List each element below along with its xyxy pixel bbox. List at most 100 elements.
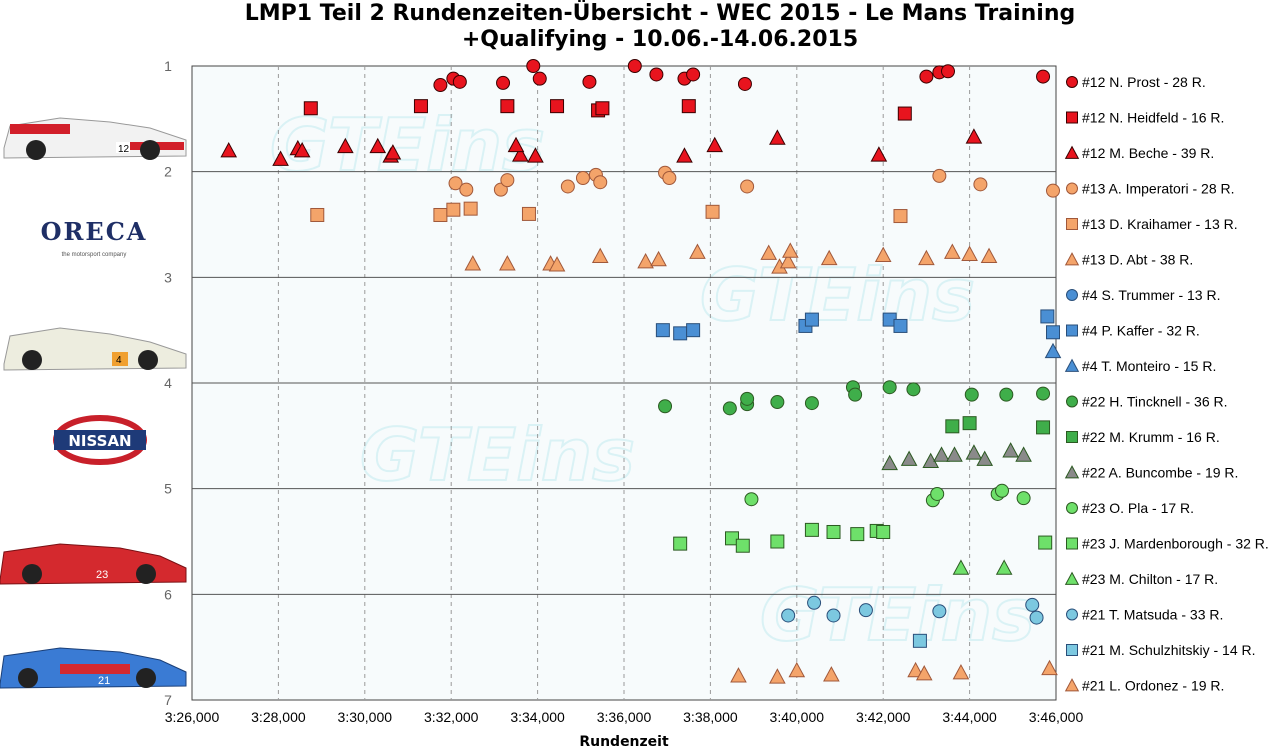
data-point <box>706 136 724 153</box>
rebellion-12-car-image: 12 <box>3 117 187 160</box>
legend-marker <box>1066 431 1078 443</box>
x-axis-label: Rundenzeit <box>579 734 669 750</box>
y-tick-label: 4 <box>164 375 172 391</box>
series-4 <box>310 201 908 224</box>
data-point <box>1038 535 1053 550</box>
y-tick-label: 3 <box>164 269 172 285</box>
series-11 <box>881 442 1032 471</box>
y-tick-label: 2 <box>164 164 172 180</box>
data-point <box>870 146 888 162</box>
data-point <box>1036 420 1051 435</box>
data-point <box>527 147 544 163</box>
chart-title-line1: LMP1 Teil 2 Rundenzeiten-Übersicht - WEC… <box>245 0 1075 26</box>
data-point <box>689 243 706 259</box>
data-point <box>650 250 667 267</box>
data-point <box>521 206 536 221</box>
nissan-logo: NISSAN <box>53 415 147 465</box>
legend-entry-label: #23 O. Pla - 17 R. <box>1082 500 1194 516</box>
car-12-number: 12 <box>118 144 130 155</box>
y-tick-label: 6 <box>164 586 172 602</box>
series-14 <box>952 559 1013 575</box>
car-23-number: 23 <box>96 569 108 581</box>
data-point <box>500 173 515 188</box>
data-point <box>500 99 515 114</box>
data-point <box>1041 659 1058 676</box>
legend-marker <box>1066 76 1078 88</box>
legend-entry-label: #4 S. Trummer - 13 R. <box>1082 287 1220 303</box>
data-point <box>946 446 963 462</box>
legend-marker <box>1066 111 1078 124</box>
data-point <box>995 559 1013 575</box>
data-point <box>737 76 752 91</box>
x-tick-label: 3:34,000 <box>510 709 565 725</box>
x-tick-label: 3:40,000 <box>770 709 825 725</box>
watermarks: GTEins GTEins GTEins GTEins <box>269 102 1036 658</box>
series-8 <box>1044 342 1062 359</box>
legend-marker <box>1066 289 1078 301</box>
data-point <box>673 536 688 551</box>
legend-entry-label: #23 M. Chilton - 17 R. <box>1082 571 1218 587</box>
x-tick-label: 3:32,000 <box>424 709 479 725</box>
data-point <box>918 249 935 266</box>
data-point <box>858 603 873 618</box>
data-point <box>897 106 912 121</box>
data-point <box>744 492 759 507</box>
data-point <box>448 176 463 191</box>
data-point <box>893 209 908 224</box>
data-point <box>779 252 797 269</box>
series-3 <box>448 165 1060 198</box>
data-point <box>662 171 677 186</box>
data-point <box>804 396 819 411</box>
legend-entry-label: #23 J. Mardenborough - 32 R. <box>1082 536 1269 552</box>
data-point <box>1044 342 1062 359</box>
data-point <box>770 534 785 549</box>
legend-entry-label: #13 D. Kraihamer - 13 R. <box>1082 216 1238 232</box>
series-12 <box>744 483 1031 508</box>
data-point <box>591 247 609 264</box>
data-point <box>464 255 482 271</box>
data-point <box>804 312 819 327</box>
data-point <box>973 177 988 192</box>
legend-entry-label: #12 M. Beche - 39 R. <box>1082 145 1214 161</box>
data-point <box>876 524 891 539</box>
data-point <box>850 527 865 542</box>
data-point <box>725 531 739 546</box>
data-point <box>933 446 950 462</box>
data-point <box>820 249 838 266</box>
legend-entry-label: #13 D. Abt - 38 R. <box>1082 252 1193 268</box>
data-point <box>655 323 670 338</box>
data-point <box>1029 610 1044 625</box>
data-point <box>499 255 516 271</box>
legend-entry-label: #13 A. Imperatori - 28 R. <box>1082 181 1235 197</box>
data-point <box>658 399 673 414</box>
data-point <box>976 450 994 466</box>
data-point <box>807 595 822 610</box>
legend-marker <box>1066 537 1078 550</box>
data-point <box>310 207 325 222</box>
data-point <box>782 242 799 258</box>
data-point <box>649 67 664 82</box>
data-point <box>1002 442 1019 458</box>
data-point <box>337 137 354 154</box>
data-point <box>1046 183 1060 198</box>
data-point <box>433 207 448 222</box>
legend-entry-label: #22 H. Tincknell - 36 R. <box>1082 394 1228 410</box>
data-point <box>686 323 701 338</box>
data-point <box>965 128 983 144</box>
data-point <box>848 387 863 402</box>
data-point <box>769 129 786 145</box>
data-point <box>507 136 525 153</box>
series-7 <box>655 309 1060 341</box>
legend-marker <box>1064 678 1080 692</box>
legend-marker <box>1066 218 1078 230</box>
series-17 <box>730 659 1058 684</box>
x-tick-label: 3:36,000 <box>597 709 652 725</box>
data-point <box>1046 325 1060 340</box>
legend-marker <box>1066 395 1078 408</box>
legend-marker <box>1066 644 1078 656</box>
legend-entry-label: #12 N. Prost - 28 R. <box>1082 74 1206 90</box>
data-point <box>941 64 955 79</box>
data-point <box>1025 597 1040 612</box>
y-tick-label: 7 <box>164 692 172 708</box>
data-point <box>384 144 402 160</box>
